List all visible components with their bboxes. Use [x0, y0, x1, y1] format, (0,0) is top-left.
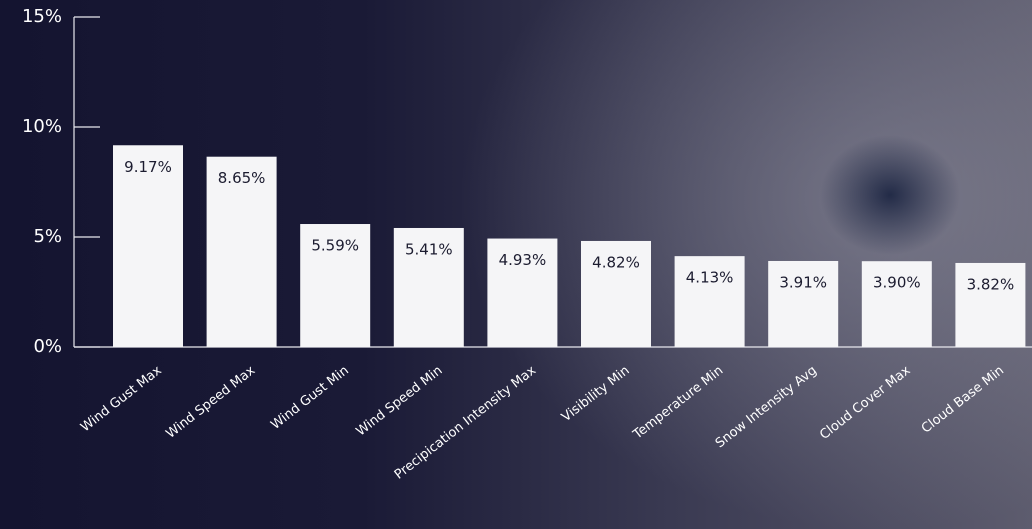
- bar: [393, 227, 464, 347]
- x-tick-label: Visibility Min: [559, 363, 633, 425]
- bar: [955, 262, 1026, 347]
- value-label: 4.13%: [686, 269, 734, 287]
- x-tick-label: Wind Gust Max: [78, 363, 165, 435]
- y-tick-label: 10%: [22, 116, 62, 137]
- value-label: 3.82%: [967, 275, 1015, 293]
- x-tick-label: Wind Speed Max: [163, 363, 258, 442]
- x-tick-label: Cloud Base Min: [919, 363, 1007, 436]
- bar: [206, 156, 277, 347]
- value-label: 3.91%: [779, 273, 827, 291]
- x-tick-label: Wind Gust Min: [268, 363, 351, 433]
- x-tick-label: Cloud Cover Max: [817, 363, 913, 443]
- y-tick-label: 5%: [33, 226, 62, 247]
- y-tick-label: 0%: [33, 336, 62, 357]
- value-label: 5.41%: [405, 240, 453, 258]
- value-label: 9.17%: [124, 158, 172, 176]
- value-label: 4.82%: [592, 253, 640, 271]
- x-tick-label: Temperature Min: [630, 363, 726, 443]
- x-tick-label: Wind Speed Min: [354, 363, 446, 439]
- bar: [768, 260, 839, 347]
- bar: [581, 240, 651, 347]
- bar: [113, 145, 183, 347]
- bar: [674, 256, 745, 347]
- y-tick-label: 15%: [22, 6, 62, 27]
- bar: [487, 238, 558, 347]
- value-label: 5.59%: [311, 237, 359, 255]
- value-label: 4.93%: [499, 251, 547, 269]
- bar: [300, 224, 371, 347]
- value-label: 3.90%: [873, 274, 921, 292]
- x-tick-label: Snow Intensity Avg: [713, 363, 820, 451]
- value-label: 8.65%: [218, 169, 266, 187]
- bar: [861, 261, 932, 347]
